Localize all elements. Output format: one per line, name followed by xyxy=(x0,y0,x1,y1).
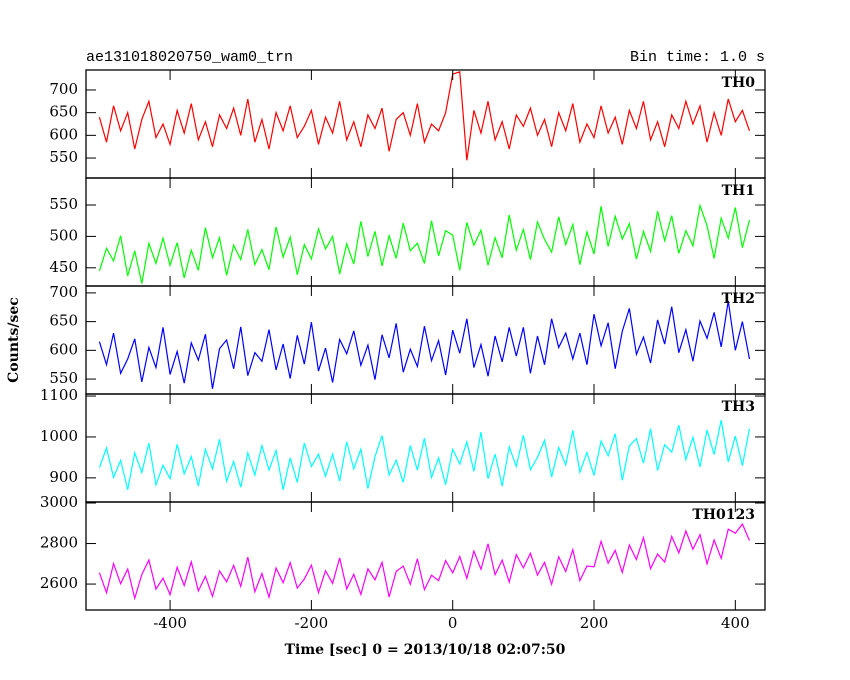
y-tick-label: 1000 xyxy=(40,427,78,445)
series-line xyxy=(98,420,751,490)
panel-frame xyxy=(85,501,766,611)
y-tick-label: 650 xyxy=(49,103,78,121)
y-tick-label: 550 xyxy=(49,195,78,213)
y-tick-label: 3000 xyxy=(40,493,78,511)
y-tick-label: 2600 xyxy=(40,574,78,592)
series-line xyxy=(98,522,751,601)
y-tick-label: 550 xyxy=(49,148,78,166)
x-tick-label: -200 xyxy=(295,614,329,632)
x-tick-label: 0 xyxy=(448,614,458,632)
panel-label: TH0 xyxy=(722,75,756,91)
bin-time: Bin time: 1.0 s xyxy=(630,49,765,66)
x-tick-label: -400 xyxy=(153,614,187,632)
x-tick-label: 400 xyxy=(721,614,750,632)
y-tick-label: 700 xyxy=(49,283,78,301)
y-tick-label: 1100 xyxy=(40,386,78,404)
y-tick-label: 450 xyxy=(49,258,78,276)
x-axis-label: Time [sec] 0 = 2013/10/18 02:07:50 xyxy=(285,642,566,658)
y-tick-label: 600 xyxy=(49,340,78,358)
y-tick-label: 650 xyxy=(49,312,78,330)
x-tick-label: 200 xyxy=(580,614,609,632)
panel-label: TH1 xyxy=(722,183,755,199)
y-tick-label: 700 xyxy=(49,80,78,98)
series-line xyxy=(98,203,751,284)
y-tick-label: 2800 xyxy=(40,534,78,552)
panel-label: TH0123 xyxy=(692,507,755,523)
series-line xyxy=(98,300,751,389)
chart-title: ae131018020750_wam0_trn xyxy=(86,49,293,66)
y-tick-label: 550 xyxy=(49,369,78,387)
y-tick-label: 500 xyxy=(49,226,78,244)
y-tick-label: 900 xyxy=(49,468,78,486)
panel-label: TH2 xyxy=(722,291,755,307)
y-axis-label: Counts/sec xyxy=(6,297,22,383)
panel-label: TH3 xyxy=(722,399,755,415)
y-tick-label: 600 xyxy=(49,125,78,143)
series-line xyxy=(98,71,751,161)
